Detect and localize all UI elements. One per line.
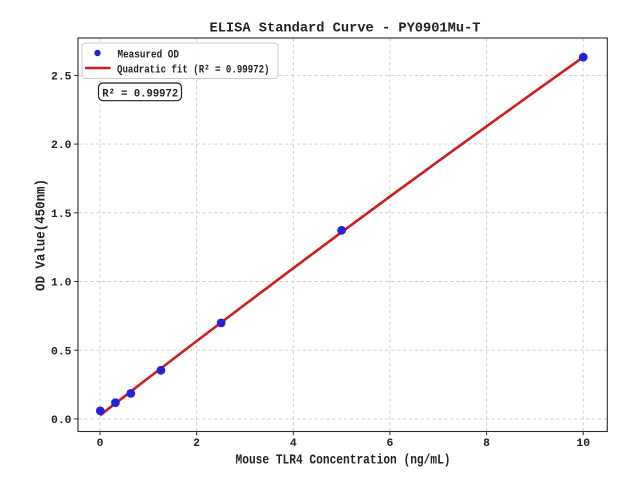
svg-text:2.5: 2.5 [51, 72, 72, 84]
svg-text:6: 6 [386, 438, 393, 450]
svg-text:Mouse TLR4 Concentration (ng/m: Mouse TLR4 Concentration (ng/mL) [236, 453, 451, 469]
svg-text:10: 10 [576, 438, 590, 450]
svg-text:8: 8 [483, 438, 490, 450]
svg-text:0.5: 0.5 [51, 346, 72, 358]
svg-text:0.0: 0.0 [51, 415, 72, 427]
svg-text:ELISA Standard Curve - PY0901M: ELISA Standard Curve - PY0901Mu-T [210, 21, 481, 37]
svg-text:2.0: 2.0 [51, 140, 72, 152]
svg-text:2: 2 [193, 438, 200, 450]
svg-text:0: 0 [97, 438, 104, 450]
svg-text:4: 4 [290, 438, 297, 450]
svg-text:R² = 0.99972: R² = 0.99972 [102, 89, 178, 101]
svg-text:Measured OD: Measured OD [118, 49, 180, 61]
svg-text:Quadratic fit (R² = 0.99972): Quadratic fit (R² = 0.99972) [117, 64, 270, 76]
svg-text:OD Value(450nm): OD Value(450nm) [34, 179, 50, 291]
svg-text:1.0: 1.0 [51, 278, 72, 290]
svg-text:1.5: 1.5 [51, 209, 72, 221]
